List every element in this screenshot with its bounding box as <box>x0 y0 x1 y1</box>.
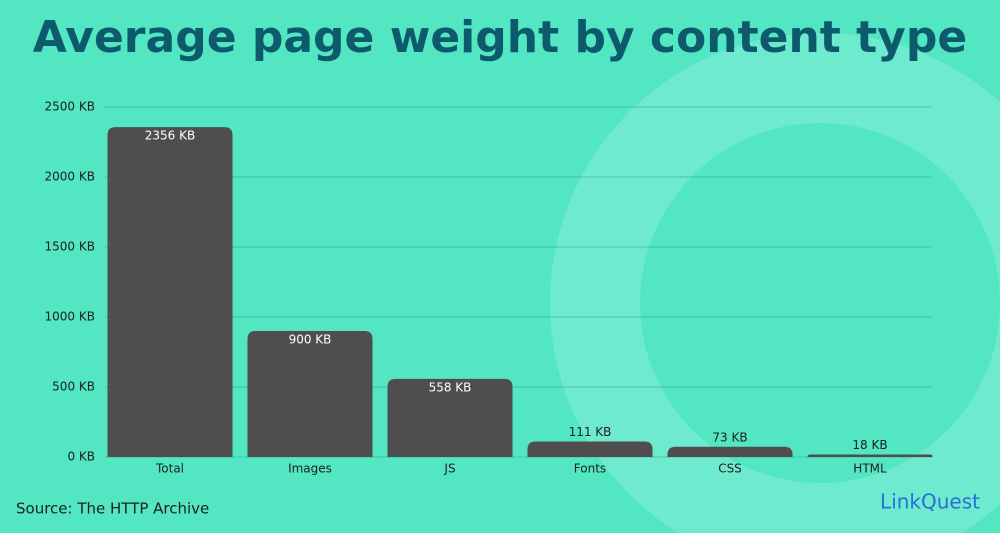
bar <box>667 446 793 457</box>
y-tick-label: 1500 KB <box>45 240 95 254</box>
bar <box>807 454 933 457</box>
y-tick-label: 0 KB <box>67 450 95 464</box>
value-label: 900 KB <box>289 333 332 347</box>
x-tick-label: Fonts <box>574 462 606 476</box>
y-tick-label: 2000 KB <box>45 170 95 184</box>
y-tick-label: 2500 KB <box>45 100 95 114</box>
x-tick-label: JS <box>443 462 455 476</box>
y-tick-label: 1000 KB <box>45 310 95 324</box>
y-tick-label: 500 KB <box>52 380 95 394</box>
chart-title: Average page weight by content type <box>33 12 967 63</box>
bar <box>527 441 653 457</box>
bar <box>107 127 233 457</box>
source: Source: The HTTP Archive <box>16 500 209 518</box>
value-label: 18 KB <box>852 438 887 452</box>
bar <box>387 378 513 457</box>
x-tick-label: HTML <box>853 462 887 476</box>
x-tick-label: CSS <box>718 462 742 476</box>
logo: LinkQuest <box>880 490 980 514</box>
x-tick-label: Images <box>288 462 332 476</box>
x-tick-label: Total <box>155 462 184 476</box>
value-label: 558 KB <box>429 380 472 394</box>
bar <box>247 331 373 457</box>
decorative-ring <box>550 33 1000 533</box>
value-label: 2356 KB <box>145 129 195 143</box>
value-label: 73 KB <box>712 430 747 444</box>
value-label: 111 KB <box>569 425 612 439</box>
